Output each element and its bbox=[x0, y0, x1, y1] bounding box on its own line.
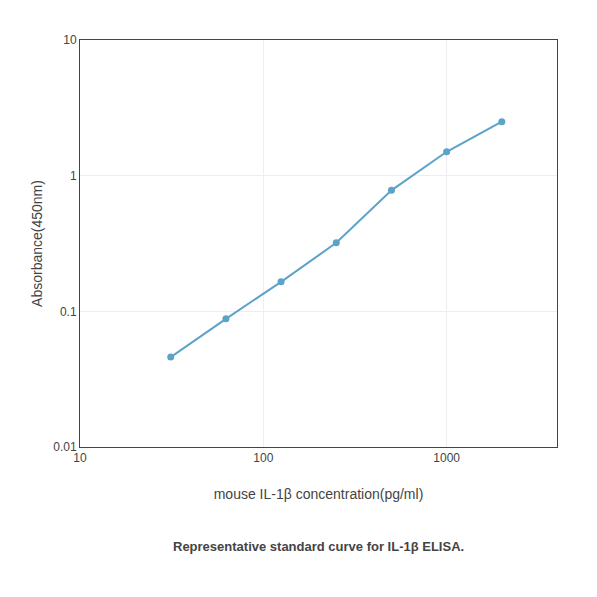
svg-text:10: 10 bbox=[63, 33, 77, 47]
svg-text:Representative standard curve: Representative standard curve for IL-1β … bbox=[173, 539, 464, 554]
svg-text:1: 1 bbox=[70, 169, 77, 183]
svg-text:1000: 1000 bbox=[433, 451, 460, 465]
svg-text:0.1: 0.1 bbox=[60, 305, 77, 319]
svg-text:Absorbance(450nm): Absorbance(450nm) bbox=[29, 180, 45, 307]
svg-text:mouse IL-1β concentration(pg/m: mouse IL-1β concentration(pg/ml) bbox=[214, 486, 424, 502]
svg-text:10: 10 bbox=[73, 451, 87, 465]
svg-text:0.01: 0.01 bbox=[53, 440, 77, 454]
svg-text:100: 100 bbox=[253, 451, 273, 465]
